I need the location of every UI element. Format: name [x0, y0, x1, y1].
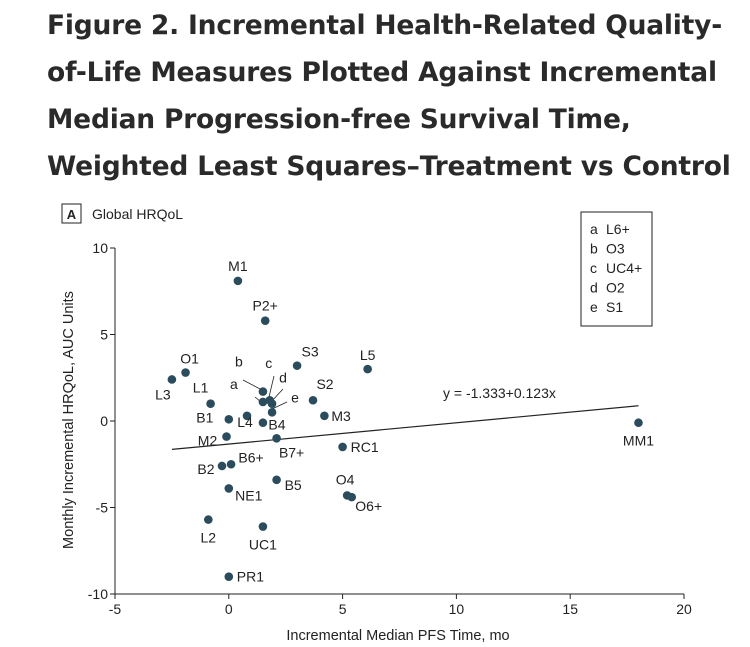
x-tick-label: 0	[225, 601, 233, 617]
y-axis-title: Monthly Incremental HRQoL, AUC Units	[61, 291, 77, 549]
point-label: M1	[228, 258, 248, 274]
data-point-o6-plus	[347, 492, 357, 502]
point-label: L1	[193, 380, 209, 396]
point-label: B6+	[238, 449, 263, 465]
data-point-s2	[308, 395, 318, 405]
point-label: B7+	[279, 444, 304, 460]
legend-key: c	[590, 260, 597, 276]
point-label: b	[235, 354, 243, 370]
data-point-b	[258, 387, 268, 396]
point-label: UC1	[249, 537, 277, 553]
data-point-m3	[320, 411, 329, 421]
point-label: B4	[268, 417, 285, 433]
point-label: a	[230, 376, 238, 392]
point-label: MM1	[623, 433, 654, 449]
data-point-uc1	[258, 522, 268, 531]
point-label: B2	[197, 461, 214, 477]
x-tick-label: 20	[676, 601, 692, 617]
data-point-b7-plus	[272, 434, 281, 443]
figure-title-line-2: of-Life Measures Plotted Against Increme…	[47, 57, 717, 88]
figure-title-line-3: Median Progression-free Survival Time,	[47, 104, 631, 135]
point-label: PR1	[237, 569, 264, 585]
legend-key: e	[590, 299, 598, 315]
x-tick-label: 15	[562, 601, 578, 617]
point-label: d	[279, 370, 287, 386]
regression-line	[171, 405, 639, 450]
data-point-s3	[292, 361, 302, 370]
data-point-l4	[242, 411, 252, 421]
panel-title: Global HRQoL	[92, 206, 183, 222]
point-label: O4	[336, 471, 355, 487]
point-label: L2	[201, 530, 217, 546]
data-point-b5	[272, 475, 281, 485]
data-point-e	[267, 408, 277, 417]
figure-title: Figure 2. Incremental Health-Related Qua…	[47, 2, 737, 190]
point-label: B1	[196, 409, 213, 425]
data-point-b6-plus	[226, 459, 236, 469]
legend-box	[580, 211, 653, 327]
y-tick-label: 0	[100, 413, 108, 429]
panel-letter-box	[61, 203, 82, 224]
y-tick-label: -5	[96, 500, 109, 516]
y-tick-label: 10	[92, 240, 108, 256]
figure-title-line-1: Figure 2. Incremental Health-Related Qua…	[47, 10, 723, 41]
panel-letter: A	[67, 207, 77, 222]
point-label: L3	[155, 386, 171, 402]
point-label: M2	[198, 433, 218, 449]
point-label: L5	[360, 347, 376, 363]
x-axis-ticks: -5 0 5 10 15 20	[109, 594, 692, 617]
legend-key: d	[590, 280, 598, 296]
regression-equation: y = -1.333+0.123x	[443, 385, 556, 401]
point-label: O1	[180, 351, 199, 367]
data-point-d	[267, 399, 277, 409]
figure-title-line-4: Weighted Least Squares–Treatment vs Cont…	[47, 151, 731, 182]
legend-entry: O3	[606, 241, 625, 257]
data-point-pr1	[224, 572, 234, 581]
data-point-l1	[206, 399, 215, 409]
data-point-ne1	[224, 484, 234, 493]
legend-entry: O2	[606, 280, 625, 296]
data-point-p2-plus	[260, 316, 270, 325]
x-tick-label: 5	[339, 601, 347, 617]
data-point-a	[258, 397, 268, 407]
data-point-b2	[217, 461, 227, 471]
x-axis-title: Incremental Median PFS Time, mo	[286, 628, 509, 644]
point-label: RC1	[351, 439, 379, 455]
point-label: O6+	[355, 498, 382, 514]
data-point-m2	[222, 432, 231, 441]
point-label: M3	[331, 408, 351, 424]
legend: a L6+ b O3 c UC4+ d O2 e S1	[590, 221, 642, 315]
data-point-l2	[204, 515, 213, 524]
point-label: c	[265, 355, 272, 371]
x-tick-label: -5	[109, 601, 122, 617]
x-tick-label: 10	[449, 601, 465, 617]
data-point-rc1	[338, 442, 347, 452]
y-axis-ticks: -10 -5 0 5 10	[88, 240, 115, 602]
point-label: P2+	[253, 298, 278, 314]
data-point-m1	[233, 276, 243, 286]
y-tick-label: 5	[100, 327, 108, 343]
legend-entry: UC4+	[606, 260, 642, 276]
legend-entry: S1	[606, 299, 623, 315]
point-label: e	[291, 389, 299, 405]
data-point-o1	[181, 368, 190, 377]
point-label: B5	[285, 477, 302, 493]
data-points	[167, 276, 643, 581]
y-tick-label: -10	[88, 586, 108, 602]
point-label: S2	[316, 376, 333, 392]
point-label: NE1	[235, 487, 262, 503]
point-label: S3	[302, 344, 319, 360]
data-point-l5	[363, 364, 372, 374]
data-point-l3	[167, 375, 177, 384]
data-point-b1	[224, 414, 234, 424]
data-point-b4	[258, 418, 268, 428]
point-label: L4	[237, 414, 253, 430]
legend-entry: L6+	[606, 221, 630, 237]
data-point-mm1	[634, 418, 643, 428]
legend-key: b	[590, 241, 598, 257]
legend-key: a	[590, 221, 598, 237]
